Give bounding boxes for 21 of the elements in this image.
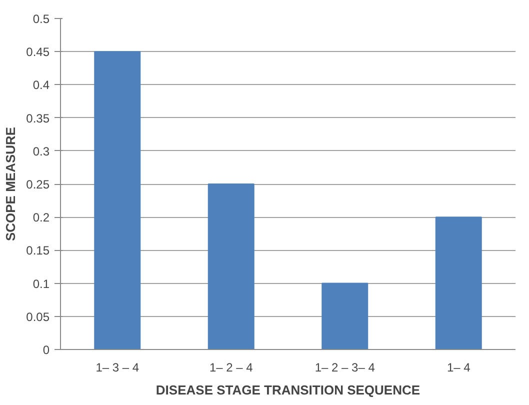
y-tick-label: 0.2 [32, 210, 50, 225]
bar [435, 216, 482, 350]
y-tick-label: 0.45 [26, 45, 50, 60]
y-tick-label: 0.1 [32, 276, 50, 291]
x-tick-label: 1– 4 [446, 360, 471, 374]
bar [322, 282, 368, 350]
x-tick-label: 1– 3 – 4 [96, 360, 140, 374]
y-tick-label: 0 [42, 343, 50, 357]
bar [208, 184, 254, 350]
x-axis-title: DISEASE STAGE TRANSITION SEQUENCE [156, 382, 420, 398]
bar [94, 51, 141, 350]
y-tick-label: 0.35 [26, 111, 50, 126]
y-tick-label: 0.4 [32, 78, 50, 92]
y-tick-label: 0.3 [32, 144, 50, 158]
x-tick-label: 1– 2 – 3– 4 [314, 360, 376, 374]
y-axis-title: SCOPE MEASURE [3, 126, 18, 242]
y-tick-label: 0.5 [32, 12, 50, 26]
x-tick-label: 1– 2 – 4 [209, 360, 254, 374]
y-tick-label: 0.15 [26, 244, 50, 258]
y-tick-label: 0.05 [26, 310, 50, 324]
y-tick-label: 0.25 [26, 178, 50, 192]
